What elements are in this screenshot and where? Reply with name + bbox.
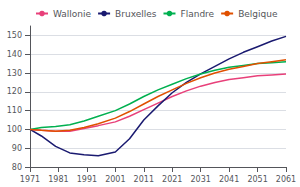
svg-text:1991: 1991 (77, 175, 97, 184)
svg-text:150: 150 (7, 31, 22, 40)
svg-text:2021: 2021 (162, 175, 182, 184)
svg-text:1981: 1981 (48, 175, 68, 184)
svg-text:120: 120 (7, 87, 22, 96)
svg-text:2061: 2061 (276, 175, 296, 184)
svg-text:140: 140 (7, 50, 22, 59)
svg-text:Flandre: Flandre (180, 9, 214, 19)
svg-text:110: 110 (7, 106, 22, 115)
svg-text:1971: 1971 (20, 175, 40, 184)
svg-text:Wallonie: Wallonie (53, 9, 92, 19)
svg-text:2031: 2031 (190, 175, 210, 184)
svg-text:100: 100 (7, 125, 22, 134)
svg-text:Belgique: Belgique (238, 9, 278, 19)
svg-text:Bruxelles: Bruxelles (115, 9, 157, 19)
svg-text:90: 90 (12, 144, 22, 153)
svg-text:80: 80 (12, 163, 22, 172)
svg-text:130: 130 (7, 69, 22, 78)
svg-text:2051: 2051 (247, 175, 267, 184)
svg-text:2001: 2001 (105, 175, 125, 184)
svg-text:2041: 2041 (219, 175, 239, 184)
svg-text:2011: 2011 (134, 175, 154, 184)
